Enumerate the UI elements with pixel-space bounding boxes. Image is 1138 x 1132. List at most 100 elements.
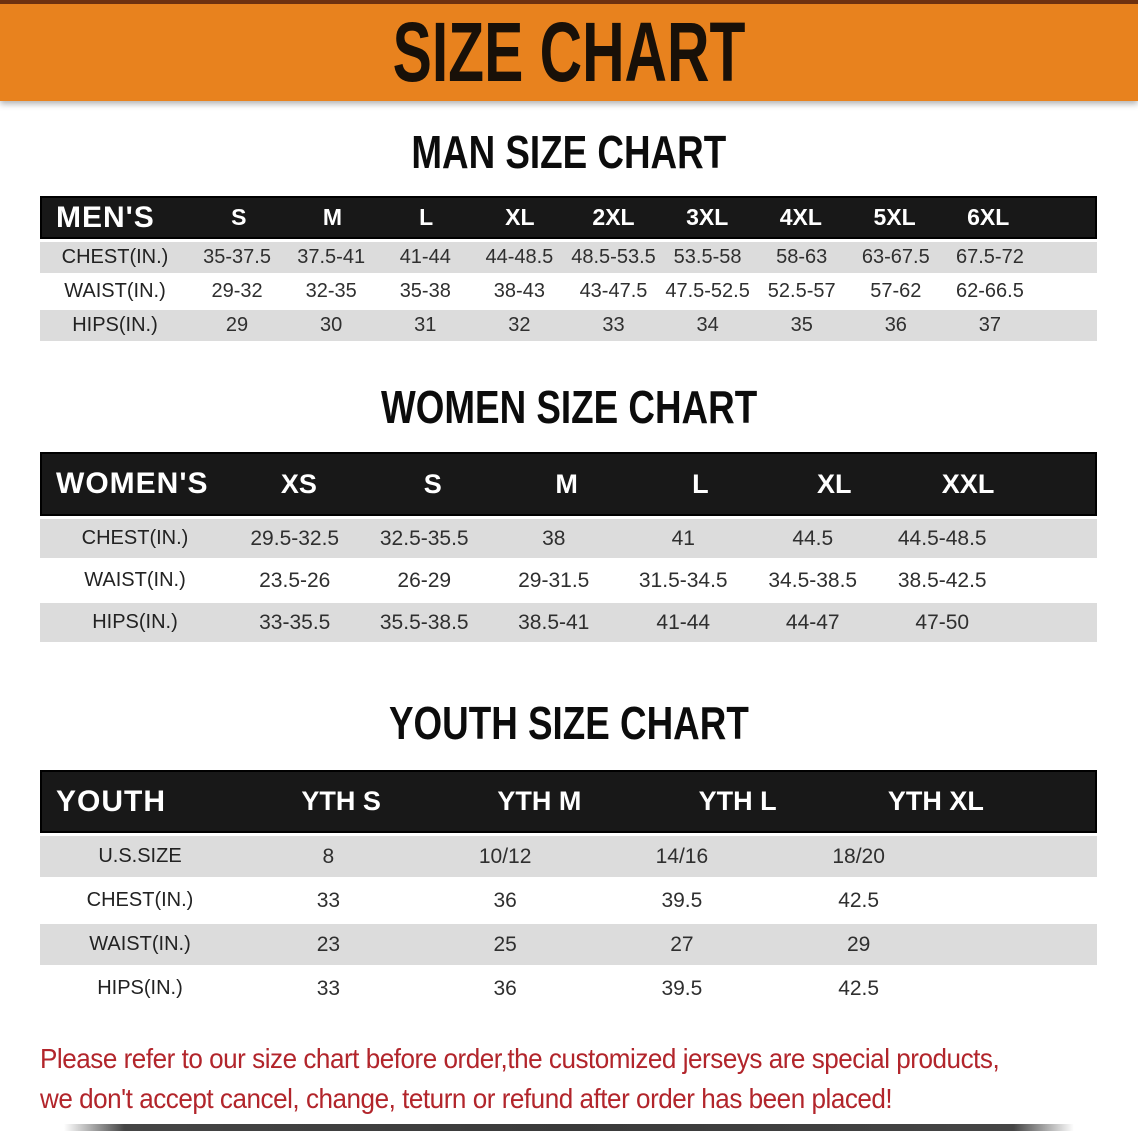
row-label: HIPS(IN.)	[72, 314, 158, 336]
cell-value: 39.5	[661, 888, 703, 912]
cell-value: 8	[322, 844, 335, 868]
cell-value: 32-35	[305, 280, 357, 302]
cell-value: 32	[508, 314, 531, 336]
row-label: CHEST(IN.)	[61, 246, 169, 268]
cell-value: 53.5-58	[673, 246, 742, 268]
youth-size-heading-text: YOUTH SIZE CHART	[389, 697, 749, 749]
cell-value: 67.5-72	[956, 246, 1024, 268]
youth-size-heading: YOUTH SIZE CHART	[0, 699, 1138, 747]
disclaimer-line-1: Please refer to our size chart before or…	[40, 1043, 1000, 1074]
youth-size-section: YOUTH SIZE CHART YOUTH YTH S YTH M YTH L YTH…	[0, 699, 1138, 1009]
cell-value: 44.5	[792, 526, 834, 550]
cell-value: 41-44	[399, 246, 451, 268]
cell-value: 26-29	[397, 568, 452, 592]
cell-value: 62-66.5	[956, 280, 1024, 302]
table-row: U.S.SIZE 8 10/12 14/16 18/20	[40, 833, 1097, 877]
column-header: 3XL	[686, 204, 729, 230]
table-row: HIPS(IN.) 29 30 31 32 33 34 35 36 37	[40, 307, 1097, 341]
cell-value: 14/16	[655, 844, 709, 868]
row-label: CHEST(IN.)	[86, 889, 194, 911]
table-header-row: WOMEN'S XS S M L XL XXL	[40, 452, 1097, 516]
cell-value: 23	[316, 932, 341, 956]
page-title: SIZE CHART	[392, 5, 746, 99]
cell-value: 47-50	[915, 610, 970, 634]
cell-value: 29	[846, 932, 871, 956]
row-label: CHEST(IN.)	[81, 527, 189, 549]
cell-value: 44-48.5	[485, 246, 554, 268]
cell-value: 38.5-42.5	[897, 568, 987, 592]
cell-value: 35	[790, 314, 813, 336]
column-header: 6XL	[967, 204, 1010, 230]
women-size-heading: WOMEN SIZE CHART	[0, 383, 1138, 431]
row-label: WAIST(IN.)	[64, 280, 166, 302]
column-header: L	[692, 468, 709, 499]
column-header: S	[423, 468, 442, 499]
cell-value: 38	[542, 526, 566, 550]
cell-value: 33	[316, 888, 341, 912]
cell-value: 34.5-38.5	[768, 568, 858, 592]
column-header: L	[419, 204, 434, 230]
cell-value: 35-38	[399, 280, 451, 302]
cell-value: 52.5-57	[767, 280, 836, 302]
column-header: XS	[280, 468, 317, 499]
cell-value: 41	[671, 526, 695, 550]
cell-value: 42.5	[838, 976, 880, 1000]
cell-value: 29.5-32.5	[250, 526, 340, 550]
cell-value: 36	[493, 976, 517, 1000]
cell-value: 37	[978, 314, 1002, 336]
man-size-heading-text: MAN SIZE CHART	[411, 126, 727, 178]
cell-value: 38.5-41	[518, 610, 590, 634]
cell-value: 31.5-34.5	[638, 568, 728, 592]
cell-value: 44.5-48.5	[897, 526, 987, 550]
cell-value: 29-31.5	[518, 568, 590, 592]
cell-value: 48.5-53.5	[571, 246, 656, 268]
cell-value: 27	[670, 932, 694, 956]
women-size-section: WOMEN SIZE CHART WOMEN'S XS S M L XL XXL CHEST(…	[0, 383, 1138, 642]
man-size-heading: MAN SIZE CHART	[0, 128, 1138, 176]
cell-value: 25	[493, 932, 517, 956]
cell-value: 38-43	[493, 280, 545, 302]
row-label: WAIST(IN.)	[89, 933, 191, 955]
table-row: WAIST(IN.) 29-32 32-35 35-38 38-43 43-47.5 47.…	[40, 273, 1097, 307]
row-label: WAIST(IN.)	[84, 569, 186, 591]
cell-value: 57-62	[870, 280, 922, 302]
column-header: 4XL	[779, 204, 822, 230]
cell-value: 36	[493, 888, 517, 912]
cell-value: 35-37.5	[203, 246, 271, 268]
row-label: U.S.SIZE	[98, 845, 182, 867]
table-row: CHEST(IN.) 35-37.5 37.5-41 41-44 44-48.5 48.5…	[40, 239, 1097, 273]
table-row: HIPS(IN.) 33 36 39.5 42.5	[40, 965, 1097, 1009]
table-header-row: YOUTH YTH S YTH M YTH L YTH XL	[40, 770, 1097, 833]
column-header: 2XL	[592, 204, 635, 230]
cell-value: 29	[225, 314, 249, 336]
cell-value: 18/20	[832, 844, 885, 868]
disclaimer: Please refer to our size chart before or…	[0, 1039, 1138, 1119]
table-header-label: MEN'S	[56, 200, 155, 234]
column-header: YTH XL	[887, 786, 984, 816]
column-header: YTH M	[497, 786, 582, 816]
row-label: HIPS(IN.)	[97, 977, 183, 999]
bottom-edge-band	[64, 1124, 1074, 1131]
table-header-row: MEN'S S M L XL 2XL 3XL 4XL 5XL 6XL	[40, 196, 1097, 239]
cell-value: 30	[320, 314, 343, 336]
cell-value: 10/12	[478, 844, 532, 868]
column-header: M	[555, 468, 578, 499]
youth-size-table: YOUTH YTH S YTH M YTH L YTH XL U.S.SIZE 8 10/12…	[40, 770, 1097, 1009]
table-row: CHEST(IN.) 29.5-32.5 32.5-35.5 38 41 44.5 44.5…	[40, 516, 1097, 558]
cell-value: 42.5	[838, 888, 880, 912]
man-size-table: MEN'S S M L XL 2XL 3XL 4XL 5XL 6XL CHEST(IN.) 35-37…	[40, 196, 1097, 341]
table-row: HIPS(IN.) 33-35.5 35.5-38.5 38.5-41 41-44 44-…	[40, 600, 1097, 642]
size-chart-banner: SIZE CHART	[0, 0, 1138, 101]
cell-value: 33-35.5	[259, 610, 331, 634]
cell-value: 32.5-35.5	[379, 526, 469, 550]
column-header: XL	[816, 468, 852, 499]
cell-value: 35.5-38.5	[379, 610, 469, 634]
column-header: YTH L	[698, 786, 777, 816]
man-size-section: MAN SIZE CHART MEN'S S M L XL 2XL 3XL 4XL 5XL 6XL…	[0, 128, 1138, 341]
cell-value: 34	[696, 314, 719, 336]
table-header-label: WOMEN'S	[56, 467, 209, 500]
column-header: XXL	[941, 468, 995, 499]
row-label: HIPS(IN.)	[92, 611, 178, 633]
cell-value: 63-67.5	[861, 246, 930, 268]
